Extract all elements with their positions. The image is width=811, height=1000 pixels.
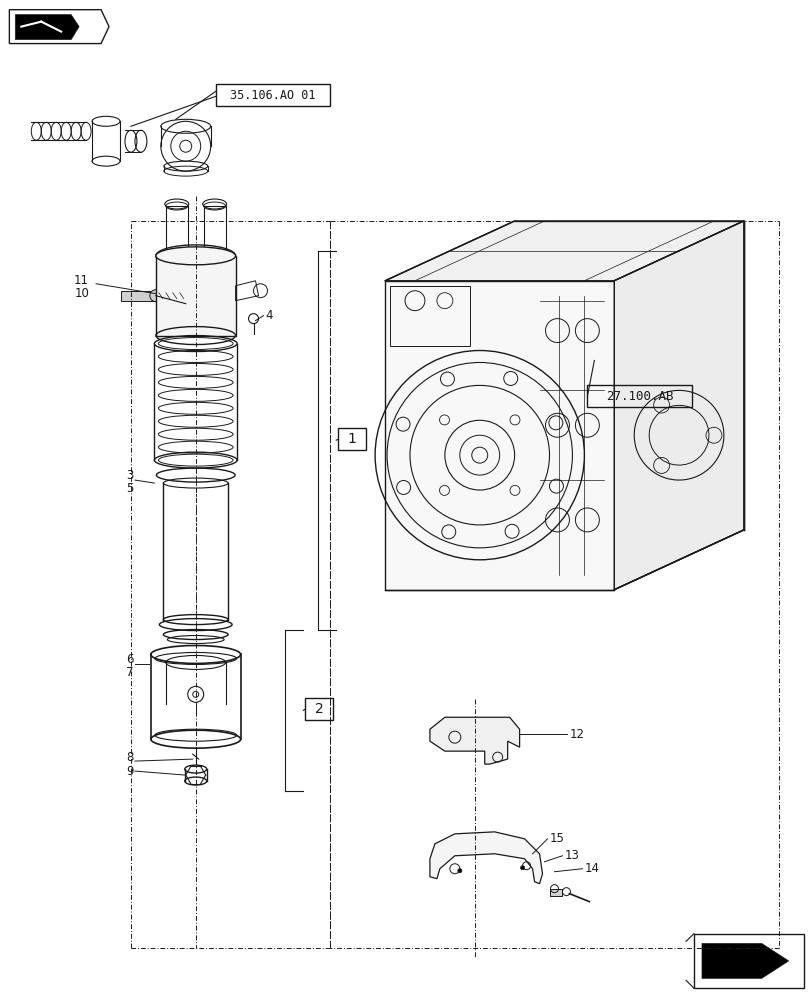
Polygon shape [121,291,156,301]
Polygon shape [614,221,743,590]
Text: 35.106.AO 01: 35.106.AO 01 [230,89,315,102]
Circle shape [150,290,161,302]
Text: 5: 5 [127,482,134,495]
Text: 1: 1 [347,432,356,446]
Bar [204,206,225,256]
Text: 15: 15 [549,832,564,845]
Polygon shape [702,943,787,978]
Text: 12: 12 [569,728,584,741]
Ellipse shape [156,247,235,265]
Text: 3: 3 [127,469,134,482]
Bar [389,286,470,346]
Text: 4: 4 [265,309,272,322]
Bar [156,256,235,336]
Bar [165,206,187,256]
Polygon shape [429,717,519,764]
Text: 11: 11 [74,274,89,287]
Text: 13: 13 [564,849,578,862]
Text: 14: 14 [584,862,599,875]
Circle shape [520,866,524,870]
Text: 8: 8 [127,751,134,764]
Text: 27.100.AB: 27.100.AB [605,390,672,403]
Bar [216,84,330,106]
Text: 10: 10 [74,287,89,300]
Bar [305,698,333,720]
Polygon shape [429,832,542,884]
Text: 9: 9 [127,765,134,778]
Bar [338,428,366,450]
Polygon shape [549,889,562,896]
Polygon shape [384,221,743,281]
Text: 7: 7 [127,666,134,679]
Text: 2: 2 [315,702,324,716]
Bar [693,934,803,988]
Text: 6: 6 [127,653,134,666]
Polygon shape [384,281,614,590]
Polygon shape [15,15,79,40]
Circle shape [457,869,461,873]
Bar [586,385,691,407]
Polygon shape [10,10,109,44]
